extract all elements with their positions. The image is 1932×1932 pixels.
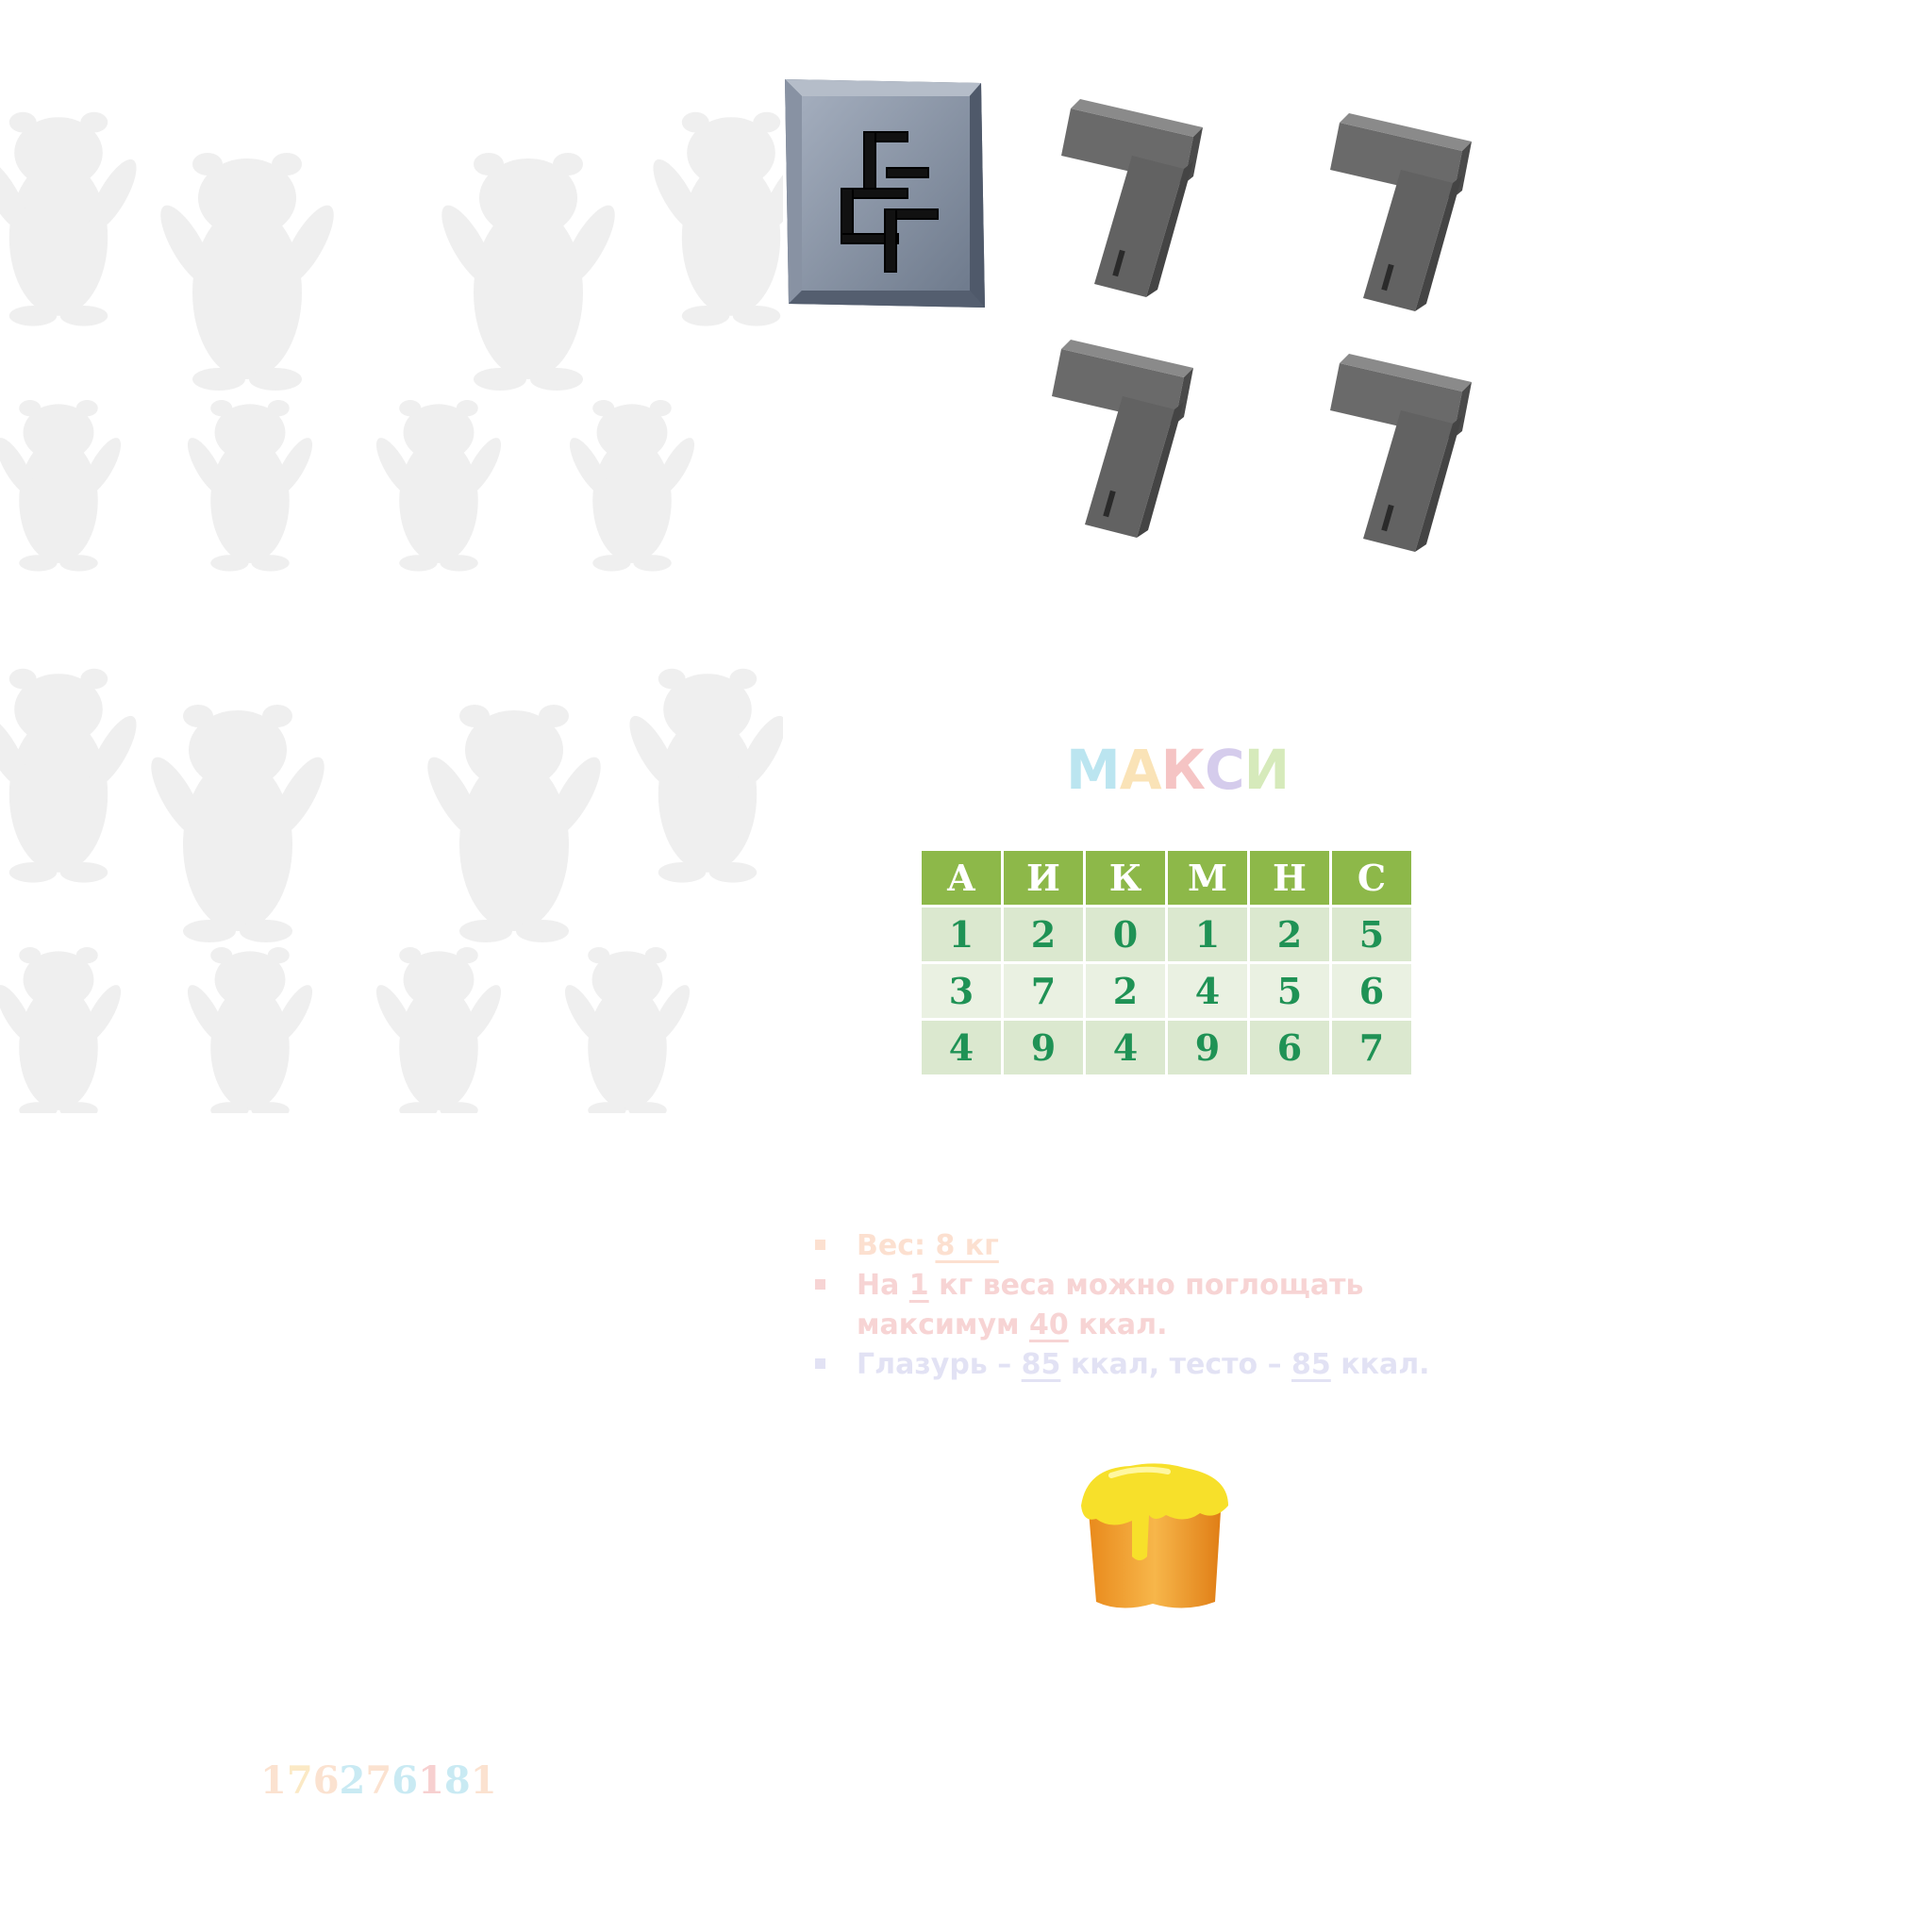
table-cell: 4 [1086,1021,1165,1074]
table-cell: 2 [1250,908,1329,961]
digit-char: 8 [443,1758,471,1803]
bullet-icon [815,1240,825,1250]
table-cell: 7 [1004,964,1083,1018]
key-icon [1061,99,1203,297]
digit-char: 7 [365,1758,392,1803]
table-cell: 4 [1168,964,1247,1018]
key-icon [1330,354,1472,552]
table-row: 1 2 0 1 2 5 [922,908,1411,961]
table-row: 3 7 2 4 5 6 [922,964,1411,1018]
stone-rune-tile[interactable] [783,77,987,309]
bullet-icon [815,1279,825,1290]
digit-char: 1 [470,1758,497,1803]
cupcake-icon[interactable] [1074,1462,1234,1613]
table-cell: 7 [1332,1021,1411,1074]
digit-char: 1 [418,1758,444,1803]
title-letter: М [1066,738,1121,802]
digit-char: 7 [286,1758,313,1803]
digit-char: 2 [339,1758,366,1803]
title-letter: А [1119,738,1162,802]
ghost-silhouettes [0,111,783,1113]
fact-weight: Вес: 8 кг [811,1226,1491,1266]
table-cell: 2 [1086,964,1165,1018]
digit-char: 6 [391,1758,419,1803]
key-icon [1330,113,1472,311]
table-row: 4 9 4 9 6 7 [922,1021,1411,1074]
table-header-cell: Н [1250,851,1329,905]
table-header-cell: И [1004,851,1083,905]
key-icon [1052,340,1193,538]
title-letter: К [1160,738,1206,802]
key-item-2[interactable] [1321,113,1500,311]
table-cell: 6 [1332,964,1411,1018]
table-cell: 5 [1332,908,1411,961]
table-header-row: А И К М Н С [922,851,1411,905]
bullet-icon [815,1358,825,1369]
table-cell: 1 [922,908,1001,961]
weight-value: 8 кг [935,1229,999,1262]
rune-icon [841,131,939,273]
table-cell: 3 [922,964,1001,1018]
title-letter: С [1205,738,1245,802]
table-cell: 9 [1168,1021,1247,1074]
table-header-cell: К [1086,851,1165,905]
table-cell: 0 [1086,908,1165,961]
table-cell: 9 [1004,1021,1083,1074]
table-header-cell: М [1168,851,1247,905]
code-table: А И К М Н С 1 2 0 1 2 5 3 7 2 4 5 6 4 9 … [919,848,1414,1077]
table-header-cell: С [1332,851,1411,905]
facts-list: Вес: 8 кг На 1 кг веса можно поглощать м… [811,1226,1491,1385]
table-cell: 6 [1250,1021,1329,1074]
digit-char: 6 [312,1758,340,1803]
table-header-cell: А [922,851,1001,905]
digit-char: 1 [260,1758,287,1803]
title-letter: И [1243,738,1291,802]
table-cell: 1 [1168,908,1247,961]
key-item-1[interactable] [1052,99,1231,297]
fact-calories: Глазурь – 85 ккал, тесто – 85 ккал. [811,1345,1491,1385]
fact-limit: На 1 кг веса можно поглощать максимум 40… [811,1266,1491,1345]
key-item-3[interactable] [1042,340,1222,538]
key-item-4[interactable] [1321,354,1500,552]
table-cell: 5 [1250,964,1329,1018]
table-cell: 2 [1004,908,1083,961]
table-cell: 4 [922,1021,1001,1074]
